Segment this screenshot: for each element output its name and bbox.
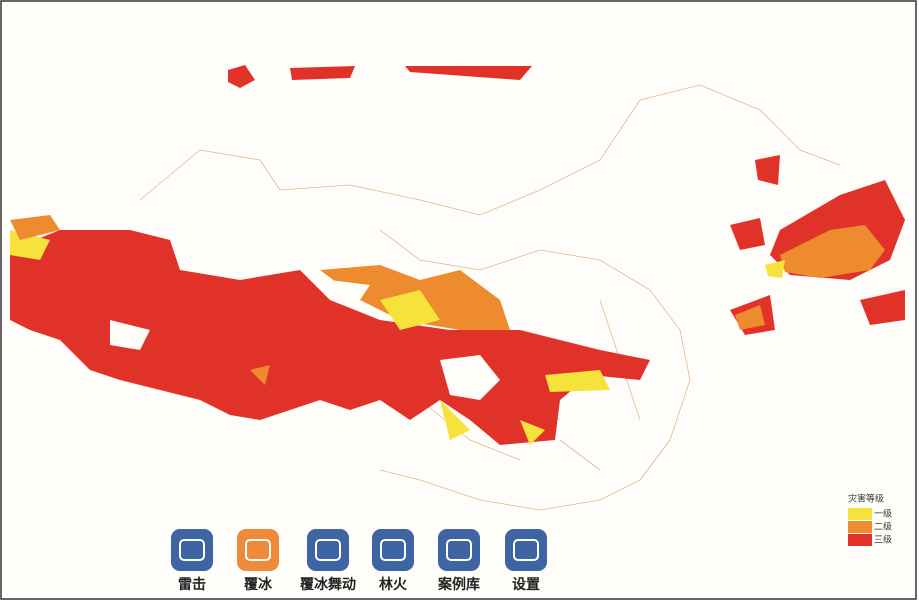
toolbar-button[interactable]: 覆冰舞动 bbox=[300, 529, 356, 593]
legend-swatch bbox=[848, 521, 872, 533]
hazard-areas bbox=[10, 65, 905, 445]
button-label[interactable]: 雷击 bbox=[178, 576, 206, 593]
legend-label: 二级 bbox=[874, 521, 892, 533]
button-icon[interactable] bbox=[505, 529, 547, 571]
toolbar-button[interactable]: 雷击 bbox=[171, 529, 213, 593]
button-icon[interactable] bbox=[372, 529, 414, 571]
icon-glyph bbox=[513, 539, 539, 561]
legend-label: 一级 bbox=[874, 508, 892, 520]
button-label[interactable]: 案例库 bbox=[437, 576, 480, 593]
icon-glyph bbox=[179, 539, 205, 561]
button-icon[interactable] bbox=[237, 529, 279, 571]
button-icon[interactable] bbox=[307, 529, 349, 571]
button-label[interactable]: 林火 bbox=[379, 576, 408, 593]
legend-title: 灾害等级 bbox=[848, 493, 884, 505]
button-icon[interactable] bbox=[171, 529, 213, 571]
button-label[interactable]: 设置 bbox=[512, 576, 540, 593]
toolbar-button[interactable]: 设置 bbox=[505, 529, 547, 593]
legend-swatch bbox=[848, 508, 872, 520]
icon-glyph bbox=[245, 539, 271, 561]
icon-glyph bbox=[315, 539, 341, 561]
toolbar: 雷击 覆冰 覆冰舞动 林火 案例库 设置 bbox=[171, 529, 547, 593]
button-label[interactable]: 覆冰 bbox=[244, 576, 273, 593]
legend-swatch bbox=[848, 534, 872, 546]
button-icon[interactable] bbox=[438, 529, 480, 571]
toolbar-button[interactable]: 案例库 bbox=[437, 529, 480, 593]
toolbar-button[interactable]: 林火 bbox=[372, 529, 414, 593]
toolbar-button[interactable]: 覆冰 bbox=[237, 529, 279, 593]
icon-glyph bbox=[446, 539, 472, 561]
legend-label: 三级 bbox=[874, 534, 892, 546]
icon-glyph bbox=[380, 539, 406, 561]
button-label[interactable]: 覆冰舞动 bbox=[300, 576, 356, 593]
